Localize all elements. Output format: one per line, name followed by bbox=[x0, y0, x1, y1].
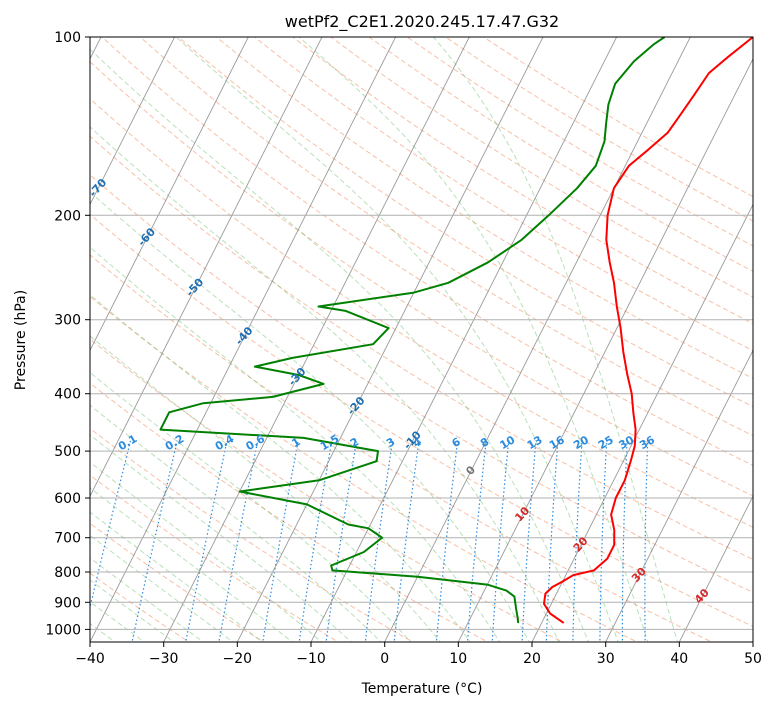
isotherm-line bbox=[310, 37, 618, 642]
isotherm-line bbox=[163, 37, 470, 642]
profile-lines bbox=[159, 37, 753, 624]
dry-adiabat-line bbox=[139, 37, 753, 437]
mixing-ratio-line bbox=[393, 440, 420, 642]
mixing-ratio-line bbox=[298, 440, 333, 642]
x-tick-label: 20 bbox=[523, 651, 541, 667]
x-tick-label: −10 bbox=[296, 651, 326, 667]
dry-adiabat-line bbox=[254, 37, 753, 352]
isotherm-line bbox=[384, 37, 691, 642]
moist-adiabat-line bbox=[90, 48, 590, 642]
y-tick-label: 300 bbox=[54, 313, 81, 329]
isotherm-line bbox=[457, 57, 753, 642]
y-tick-label: 500 bbox=[54, 444, 81, 460]
moist-adiabat-line bbox=[90, 487, 293, 642]
moist-adiabat-line bbox=[90, 335, 442, 642]
mixing-ratio-line bbox=[325, 440, 358, 642]
temperature-profile-line bbox=[543, 37, 753, 624]
moist-adiabat-line bbox=[175, 37, 619, 642]
isotherm-line bbox=[531, 203, 753, 642]
y-tick-label: 200 bbox=[54, 208, 81, 224]
dry-adiabat-line bbox=[330, 37, 753, 298]
chart-title: wetPf2_C2E1.2020.245.17.47.G32 bbox=[285, 12, 559, 32]
moist-adiabat-line bbox=[90, 461, 323, 642]
x-tick-label: 10 bbox=[449, 651, 467, 667]
mixing-ratio-line bbox=[644, 440, 649, 642]
y-tick-label: 100 bbox=[54, 30, 81, 46]
isotherm-line bbox=[90, 37, 249, 352]
mixing-ratio-line bbox=[435, 440, 459, 642]
x-tick-label: −30 bbox=[149, 651, 179, 667]
mixing-ratio-line bbox=[131, 440, 178, 642]
dry-adiabat-line bbox=[90, 382, 489, 642]
moist-adiabat-line bbox=[90, 294, 471, 642]
dewpoint-profile-line bbox=[159, 37, 666, 623]
y-tick-label: 800 bbox=[54, 565, 81, 581]
mixing-ratio-line bbox=[545, 440, 559, 642]
dry-adiabat-line bbox=[292, 37, 753, 325]
x-tick-label: 30 bbox=[597, 651, 615, 667]
dry-adiabat-line bbox=[90, 174, 753, 594]
isotherm-line bbox=[605, 349, 753, 642]
mixing-ratio-line bbox=[364, 440, 394, 642]
isotherm-line bbox=[90, 37, 323, 498]
isotherm-line bbox=[236, 37, 544, 642]
y-axis-label: Pressure (hPa) bbox=[13, 290, 29, 390]
plot-frame bbox=[89, 36, 754, 643]
mixing-ratio-line bbox=[621, 440, 628, 642]
mixing-ratio-line bbox=[491, 440, 510, 642]
moist-adiabat-line bbox=[90, 534, 234, 642]
moist-adiabat-line bbox=[90, 511, 264, 642]
moist-adiabat-line bbox=[90, 434, 353, 642]
background-lines bbox=[90, 37, 753, 642]
mixing-ratio-line bbox=[185, 440, 228, 642]
y-tick-label: 400 bbox=[54, 387, 81, 403]
mixing-ratio-line bbox=[599, 440, 608, 642]
y-tick-label: 900 bbox=[54, 595, 81, 611]
isotherm-line bbox=[678, 495, 753, 642]
moist-adiabat-line bbox=[90, 126, 560, 642]
mixing-ratio-line bbox=[262, 440, 299, 642]
x-tick-label: −20 bbox=[223, 651, 253, 667]
moist-adiabat-line bbox=[90, 404, 382, 642]
mixing-ratio-line bbox=[218, 440, 259, 642]
x-tick-label: −40 bbox=[75, 651, 105, 667]
y-tick-label: 700 bbox=[54, 531, 81, 547]
isotherm-line bbox=[90, 37, 397, 642]
isotherm-line bbox=[90, 37, 176, 206]
y-tick-label: 1000 bbox=[45, 622, 81, 638]
dry-adiabat-line bbox=[101, 37, 753, 467]
x-axis-label: Temperature (°C) bbox=[361, 681, 483, 697]
mixing-ratio-line bbox=[521, 440, 537, 642]
axis-ticks: −40 −30 −20 −10 0 10 20 30 40 50 100 200 300 400 500 60… bbox=[45, 30, 762, 667]
mixing-ratio-line bbox=[572, 440, 583, 642]
dry-adiabat-line bbox=[90, 135, 753, 560]
x-tick-label: 50 bbox=[744, 651, 762, 667]
y-tick-label: 600 bbox=[54, 491, 81, 507]
x-tick-label: 0 bbox=[380, 651, 389, 667]
dry-adiabat-line bbox=[90, 61, 753, 497]
x-tick-label: 40 bbox=[670, 651, 688, 667]
mixing-ratio-line bbox=[90, 440, 132, 610]
